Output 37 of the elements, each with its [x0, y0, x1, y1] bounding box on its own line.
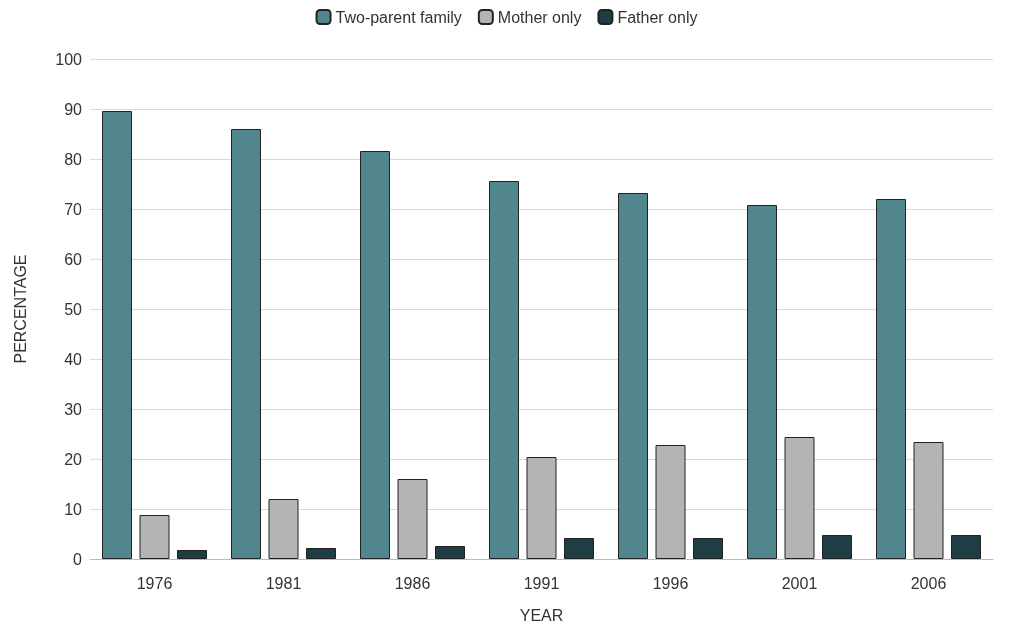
x-tick-label: 1986 [394, 574, 431, 592]
y-tick-label: 40 [64, 350, 83, 368]
bar [102, 111, 132, 559]
bar [177, 550, 207, 559]
legend-label: Father only [617, 8, 698, 26]
bar [876, 199, 906, 559]
legend-label: Mother only [497, 8, 582, 26]
y-tick-label: 80 [64, 150, 83, 168]
y-tick-label: 50 [64, 300, 83, 318]
y-tick-label: 20 [64, 450, 83, 468]
bar [360, 151, 390, 559]
bar [489, 181, 519, 559]
y-axis-title: PERCENTAGE [11, 254, 29, 364]
bar [822, 535, 852, 559]
x-tick-label: 1981 [265, 574, 302, 592]
bar [435, 546, 465, 559]
x-tick-label: 2006 [910, 574, 947, 592]
y-tick-label: 10 [64, 500, 83, 518]
y-tick-label: 60 [64, 250, 83, 268]
legend-label: Two-parent family [335, 8, 462, 26]
x-tick-label: 1991 [523, 574, 560, 592]
bar [747, 205, 777, 559]
bar [693, 538, 723, 559]
x-tick-label: 2001 [781, 574, 818, 592]
bar [231, 129, 261, 559]
y-tick-label: 30 [64, 400, 83, 418]
bar [564, 538, 594, 559]
bar [951, 535, 981, 559]
y-tick-label: 0 [73, 550, 83, 568]
y-tick-label: 70 [64, 200, 83, 218]
bar [618, 193, 648, 559]
x-tick-label: 1976 [136, 574, 173, 592]
y-tick-label: 90 [64, 100, 83, 118]
y-tick-label: 100 [55, 50, 83, 68]
x-axis-title: YEAR [519, 606, 564, 624]
x-tick-label: 1996 [652, 574, 689, 592]
bar [306, 548, 336, 559]
